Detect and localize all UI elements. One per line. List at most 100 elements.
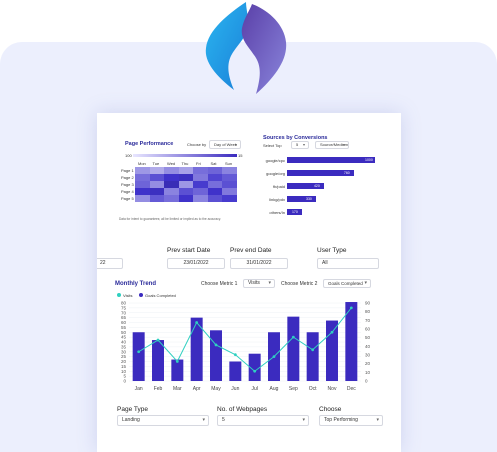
visits-point[interactable] <box>330 330 334 334</box>
heatmap-cell[interactable] <box>149 181 164 188</box>
heatmap-cell[interactable] <box>178 188 193 195</box>
visits-point[interactable] <box>253 369 257 373</box>
x-tick-label: Nov <box>328 386 337 392</box>
visits-point[interactable] <box>233 353 237 357</box>
visits-point[interactable] <box>311 348 315 352</box>
heatmap-cell[interactable] <box>149 167 164 174</box>
heatmap-cell[interactable] <box>135 167 150 174</box>
trend-bar[interactable] <box>229 361 242 382</box>
heatmap-cell[interactable] <box>207 167 222 174</box>
heatmap-cell[interactable] <box>207 181 222 188</box>
source-bar[interactable] <box>287 196 317 202</box>
heatmap-cell[interactable] <box>149 174 164 181</box>
heatmap-choose-select[interactable]: Day of Week ▾ <box>209 140 241 149</box>
y-tick-label: 55 <box>121 325 127 330</box>
x-tick-label: Oct <box>309 386 317 392</box>
trend-bar[interactable] <box>190 317 203 381</box>
sources-medium-select[interactable]: Source/Medium ▾ <box>315 141 349 149</box>
source-bar-value: 760 <box>343 171 350 175</box>
brand-logo-icon <box>205 2 287 94</box>
heatmap-cell[interactable] <box>164 174 179 181</box>
trend-title: Monthly Trend <box>115 281 156 287</box>
page-type-select[interactable]: Landing ▾ <box>117 415 209 426</box>
heatmap-row-label: Page 3 <box>121 182 134 187</box>
metric1-select[interactable]: Visits ▾ <box>243 279 275 288</box>
visits-point[interactable] <box>156 338 160 342</box>
trend-bar[interactable] <box>248 353 261 381</box>
sources-top-select[interactable]: 5 ▾ <box>291 141 309 149</box>
source-bar[interactable] <box>287 183 324 189</box>
source-bar[interactable] <box>287 157 375 163</box>
y2-tick-label: 40 <box>365 344 371 349</box>
visits-point[interactable] <box>272 355 276 359</box>
trend-bar[interactable] <box>287 316 300 381</box>
heatmap-day-sat: Sat <box>210 161 217 166</box>
prev-end-input[interactable]: 31/01/2022 <box>230 258 288 269</box>
heatmap-cell[interactable] <box>164 181 179 188</box>
heatmap-cell[interactable] <box>222 188 237 195</box>
trend-bar[interactable] <box>171 359 184 381</box>
heatmap-cell[interactable] <box>135 181 150 188</box>
heatmap-cell[interactable] <box>135 188 150 195</box>
metric2-select[interactable]: Goals Completed ▾ <box>323 279 371 288</box>
heatmap-cell[interactable] <box>193 181 208 188</box>
heatmap-cell[interactable] <box>222 174 237 181</box>
heatmap-cell[interactable] <box>164 188 179 195</box>
heatmap-cell[interactable] <box>164 167 179 174</box>
visits-point[interactable] <box>349 306 353 310</box>
user-type-select[interactable]: All <box>317 258 379 269</box>
heatmap-cell[interactable] <box>135 195 150 202</box>
heatmap-cell[interactable] <box>193 188 208 195</box>
heatmap-cell[interactable] <box>149 195 164 202</box>
heatmap-cell[interactable] <box>193 167 208 174</box>
heatmap-cell[interactable] <box>193 174 208 181</box>
trend-bar[interactable] <box>152 340 164 381</box>
heatmap-cell[interactable] <box>207 188 222 195</box>
trend-bar[interactable] <box>326 320 338 381</box>
source-bar-label: google/org <box>266 171 285 176</box>
sources-title: Sources by Conversions <box>263 135 328 141</box>
visits-point[interactable] <box>175 360 179 363</box>
y-tick-label: 35 <box>121 344 127 349</box>
webpages-select[interactable]: 5 ▾ <box>217 415 309 426</box>
source-bar[interactable] <box>287 209 302 215</box>
heatmap-cell[interactable] <box>193 195 208 202</box>
choose-select[interactable]: Top Performing ▾ <box>319 415 383 426</box>
metric1-label: Choose Metric 1 <box>201 281 238 287</box>
heatmap-cell[interactable] <box>207 195 222 202</box>
trend-bar[interactable] <box>132 332 145 381</box>
x-tick-label: Dec <box>347 386 356 392</box>
heatmap-cell[interactable] <box>207 174 222 181</box>
heatmap-cell[interactable] <box>178 174 193 181</box>
visits-point[interactable] <box>137 350 141 354</box>
start-date-input[interactable]: 22 <box>97 258 123 269</box>
heatmap-scale-bar <box>133 154 237 157</box>
heatmap-cell[interactable] <box>135 174 150 181</box>
heatmap-day-fri: Fri <box>196 161 201 166</box>
y-tick-label: 10 <box>121 369 127 374</box>
prev-start-input[interactable]: 23/01/2022 <box>167 258 225 269</box>
heatmap-row-label: Page 4 <box>121 189 134 194</box>
heatmap-cell[interactable] <box>222 195 237 202</box>
sources-panel: Sources by Conversions Select Top 5 ▾ Sou… <box>259 131 381 227</box>
source-bar[interactable] <box>287 170 354 176</box>
heatmap-cell[interactable] <box>178 181 193 188</box>
heatmap-day-wed: Wed <box>167 161 176 166</box>
visits-point[interactable] <box>214 343 218 347</box>
visits-point[interactable] <box>195 321 199 324</box>
monthly-trend-chart: 0510152025303540455055606570758001020304… <box>121 301 371 393</box>
trend-bar[interactable] <box>345 302 358 381</box>
y2-tick-label: 80 <box>365 309 371 314</box>
trend-bar[interactable] <box>306 332 319 381</box>
visits-point[interactable] <box>291 335 295 339</box>
heatmap-cell[interactable] <box>178 167 193 174</box>
heatmap-day-thu: Thu <box>181 161 189 166</box>
trend-bar[interactable] <box>210 330 222 381</box>
heatmap-title: Page Performance <box>125 141 174 147</box>
heatmap-cell[interactable] <box>149 188 164 195</box>
heatmap-cell[interactable] <box>164 195 179 202</box>
heatmap-scale-max: 15 <box>238 153 243 158</box>
heatmap-cell[interactable] <box>222 167 237 174</box>
heatmap-cell[interactable] <box>178 195 193 202</box>
heatmap-cell[interactable] <box>222 181 237 188</box>
